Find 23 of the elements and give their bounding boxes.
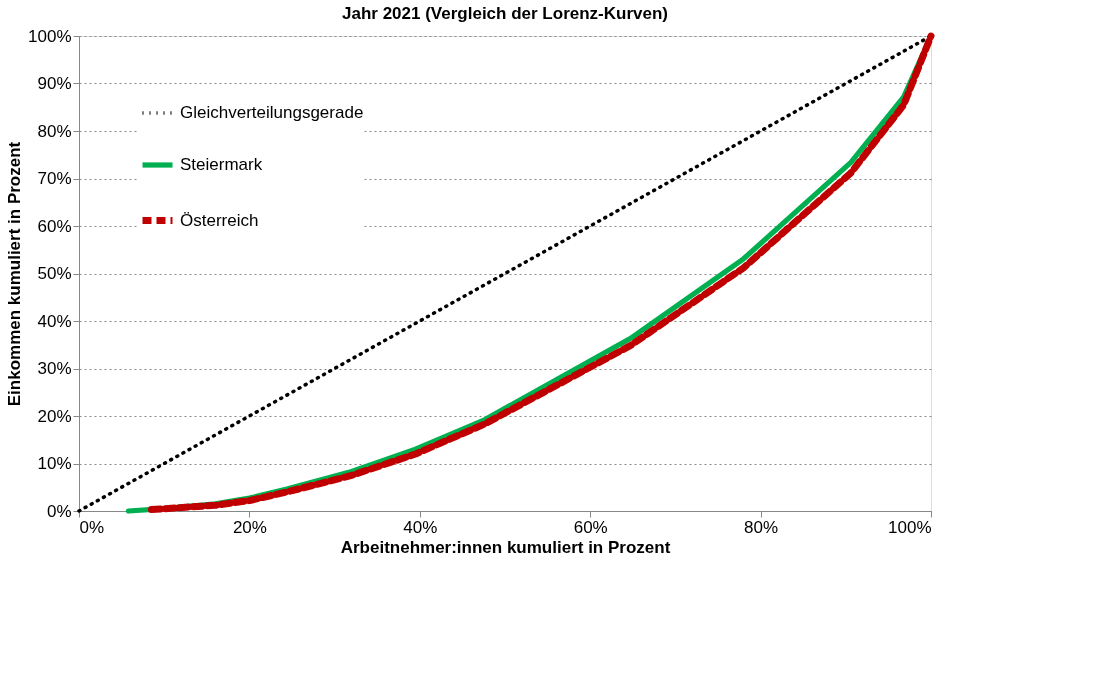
y-tick-label: 60% — [37, 216, 72, 236]
y-tick-label: 50% — [37, 264, 72, 283]
legend-label: Steiermark — [180, 155, 263, 174]
chart-title: Jahr 2021 (Vergleich der Lorenz-Kurven) — [342, 4, 668, 23]
y-tick-label: 100% — [28, 26, 72, 46]
y-tick-label: 90% — [37, 74, 72, 93]
x-tick-label: 20% — [232, 517, 267, 537]
y-tick-label: 80% — [37, 121, 72, 141]
y-tick-label: 20% — [37, 406, 72, 426]
legend-label: Österreich — [180, 210, 259, 230]
y-tick-label: 10% — [37, 454, 72, 473]
y-tick-label: 40% — [37, 311, 72, 331]
x-tick-label: 60% — [573, 517, 608, 537]
x-axis-title: Arbeitnehmer:innen kumuliert in Prozent — [340, 537, 671, 557]
y-tick-label: 0% — [46, 501, 72, 521]
x-tick-label: 0% — [79, 517, 105, 537]
legend-label: Gleichverteilungsgerade — [180, 103, 364, 122]
x-tick-label: 100% — [888, 517, 932, 537]
x-tick-label: 40% — [403, 517, 438, 537]
y-tick-label: 70% — [37, 169, 72, 188]
y-tick-label: 30% — [37, 359, 72, 378]
y-axis-title: Einkommen kumuliert in Prozent — [5, 141, 25, 407]
x-tick-label: 80% — [744, 517, 779, 537]
